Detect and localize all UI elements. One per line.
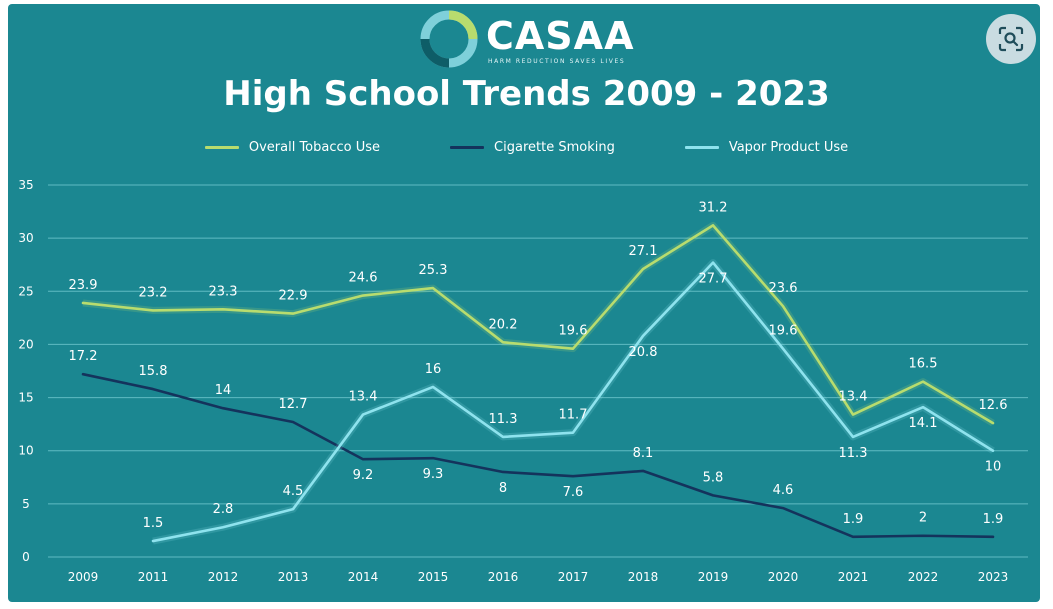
legend-swatch-vapor <box>684 146 719 149</box>
x-tick-label: 2012 <box>208 570 239 584</box>
chart-title: High School Trends 2009 - 2023 <box>223 74 830 114</box>
data-label-overall: 22.9 <box>279 289 308 304</box>
data-label-vapor: 16 <box>425 362 442 377</box>
data-label-overall: 27.1 <box>629 244 658 259</box>
legend-swatch-overall <box>204 146 239 149</box>
data-label-overall: 13.4 <box>839 390 868 405</box>
data-label-overall: 24.6 <box>349 271 378 286</box>
data-label-cigarette: 2 <box>919 511 927 526</box>
data-label-vapor: 4.5 <box>283 484 304 499</box>
data-label-vapor: 2.8 <box>213 502 234 517</box>
x-tick-label: 2009 <box>68 570 99 584</box>
data-label-vapor: 11.7 <box>559 408 588 423</box>
legend-label-vapor: Vapor Product Use <box>728 140 849 155</box>
data-label-overall: 25.3 <box>419 263 448 278</box>
data-label-vapor: 1.5 <box>143 516 164 531</box>
data-label-overall: 23.3 <box>209 284 238 299</box>
legend-label-cigarette: Cigarette Smoking <box>494 140 615 155</box>
data-label-overall: 12.6 <box>979 398 1008 413</box>
data-label-cigarette: 12.7 <box>279 397 308 412</box>
x-tick-label: 2020 <box>768 570 799 584</box>
lens-icon <box>998 26 1024 52</box>
data-label-cigarette: 4.6 <box>773 483 794 498</box>
y-tick-label: 15 <box>18 391 33 405</box>
data-label-overall: 23.2 <box>139 285 168 300</box>
series-line-cigarette <box>81 372 995 539</box>
x-tick-label: 2013 <box>278 570 309 584</box>
logo-ring-icon <box>420 10 478 68</box>
chart-legend: Overall Tobacco Use Cigarette Smoking Va… <box>0 140 1053 155</box>
data-label-cigarette: 9.3 <box>423 467 444 482</box>
logo-text: CASAA <box>486 14 635 58</box>
data-label-cigarette: 17.2 <box>69 349 98 364</box>
y-tick-label: 5 <box>22 497 30 511</box>
x-tick-label: 2017 <box>558 570 589 584</box>
data-label-cigarette: 8.1 <box>633 446 654 461</box>
data-label-overall: 23.9 <box>69 278 98 293</box>
data-label-overall: 23.6 <box>769 281 798 296</box>
legend-item-vapor: Vapor Product Use <box>684 140 849 155</box>
logo-tagline: HARM REDUCTION SAVES LIVES <box>488 58 626 65</box>
data-label-vapor: 11.3 <box>489 412 518 427</box>
data-label-overall: 31.2 <box>699 200 728 215</box>
legend-item-cigarette: Cigarette Smoking <box>450 140 615 155</box>
y-tick-label: 10 <box>18 444 33 458</box>
data-label-cigarette: 7.6 <box>563 485 584 500</box>
legend-label-overall: Overall Tobacco Use <box>248 140 381 155</box>
data-label-overall: 16.5 <box>909 357 938 372</box>
series-line-vapor <box>151 261 995 543</box>
data-label-overall: 19.6 <box>559 324 588 339</box>
x-tick-label: 2021 <box>838 570 869 584</box>
data-label-vapor: 20.8 <box>629 345 658 360</box>
data-label-vapor: 13.4 <box>349 390 378 405</box>
data-label-overall: 20.2 <box>489 317 518 332</box>
legend-item-overall: Overall Tobacco Use <box>204 140 381 155</box>
data-label-vapor: 11.3 <box>839 446 868 461</box>
x-tick-label: 2016 <box>488 570 519 584</box>
data-label-vapor: 10 <box>985 460 1002 475</box>
x-tick-label: 2015 <box>418 570 449 584</box>
y-tick-label: 0 <box>22 550 30 564</box>
data-label-cigarette: 1.9 <box>843 512 864 527</box>
data-label-cigarette: 15.8 <box>139 364 168 379</box>
x-tick-label: 2019 <box>698 570 729 584</box>
x-tick-label: 2023 <box>978 570 1009 584</box>
x-tick-label: 2018 <box>628 570 659 584</box>
data-label-vapor: 27.7 <box>699 272 728 287</box>
data-label-cigarette: 1.9 <box>983 512 1004 527</box>
casaa-logo: CASAA HARM REDUCTION SAVES LIVES <box>418 8 648 70</box>
data-label-vapor: 19.6 <box>769 324 798 339</box>
legend-swatch-cigarette <box>450 146 485 149</box>
y-tick-label: 35 <box>18 178 33 192</box>
chart-panel <box>8 4 1040 602</box>
series-line-overall <box>81 224 995 425</box>
data-label-cigarette: 9.2 <box>353 468 374 483</box>
data-label-cigarette: 14 <box>215 383 232 398</box>
x-tick-label: 2014 <box>348 570 379 584</box>
data-label-cigarette: 8 <box>499 481 507 496</box>
data-label-vapor: 14.1 <box>909 416 938 431</box>
lens-button[interactable] <box>986 14 1036 64</box>
y-tick-label: 20 <box>18 337 33 351</box>
y-tick-label: 25 <box>18 284 33 298</box>
x-tick-label: 2011 <box>138 570 169 584</box>
y-tick-label: 30 <box>18 231 33 245</box>
data-label-cigarette: 5.8 <box>703 470 724 485</box>
x-tick-label: 2022 <box>908 570 939 584</box>
